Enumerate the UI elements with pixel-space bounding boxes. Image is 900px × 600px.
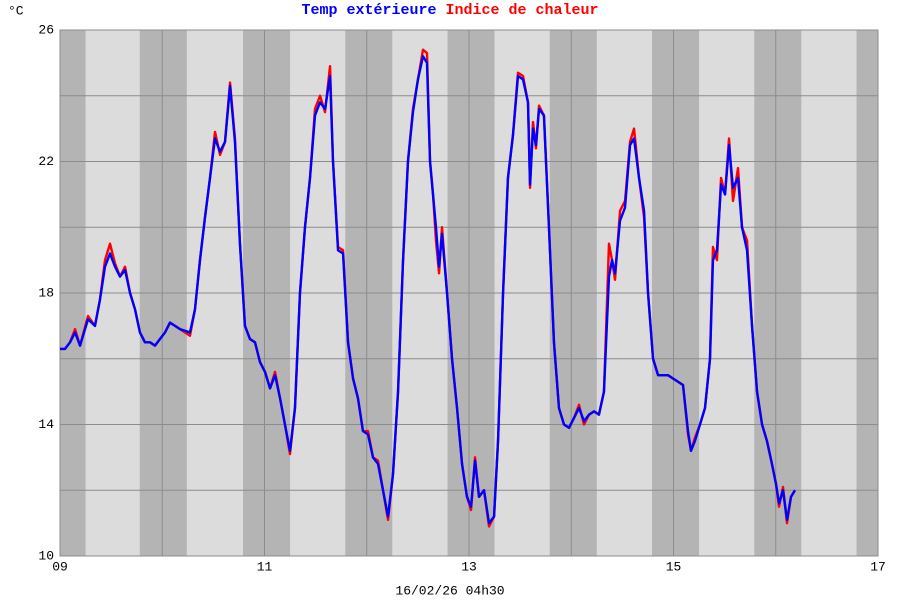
series-line [60,55,796,525]
y-tick-label: 22 [38,154,54,169]
y-tick-label: 26 [38,22,54,37]
legend-entry: Indice de chaleur [446,2,599,19]
x-tick-label: 09 [52,559,68,574]
x-tick-label: 15 [666,559,682,574]
y-tick-label: 18 [38,285,54,300]
plot [59,29,879,557]
x-tick-label: 17 [870,559,886,574]
y-tick-label: 14 [38,417,54,432]
legend: Temp extérieure Indice de chaleur [301,2,598,19]
plot-frame [59,29,879,557]
x-tick-label: 11 [257,559,273,574]
x-tick-label: 13 [461,559,477,574]
y-unit: °C [8,3,24,18]
x-axis-label: 16/02/26 04h30 [395,583,504,598]
y-tick-label: 10 [38,548,54,563]
legend-entry: Temp extérieure [301,2,436,19]
